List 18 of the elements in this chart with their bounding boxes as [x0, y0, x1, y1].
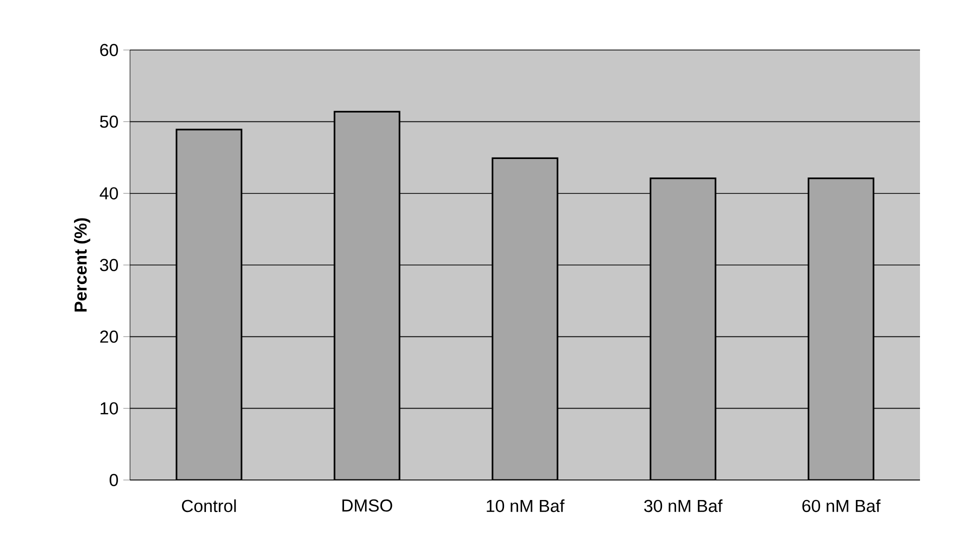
y-axis-title: Percent (%): [74, 218, 90, 312]
x-tick-label: 10 nM Baf: [486, 499, 565, 512]
bar: [808, 177, 874, 480]
x-tick-label: Control: [182, 499, 236, 512]
bar: [650, 177, 716, 480]
y-tick-label: 0: [110, 474, 118, 486]
x-tick-label: 60 nM Baf: [802, 499, 881, 512]
x-tick-label: DMSO: [342, 499, 392, 512]
y-tick-label: 50: [100, 116, 118, 128]
y-tick-label: 60: [100, 44, 118, 56]
y-tick-label: 20: [100, 330, 118, 343]
x-tick-label: 30 nM Baf: [644, 499, 723, 512]
bar: [492, 157, 558, 480]
bar: [334, 110, 400, 480]
y-tick-label: 30: [100, 258, 118, 272]
y-tick-label: 40: [100, 187, 118, 200]
y-tick-label: 10: [100, 402, 118, 414]
bar: [176, 128, 242, 480]
